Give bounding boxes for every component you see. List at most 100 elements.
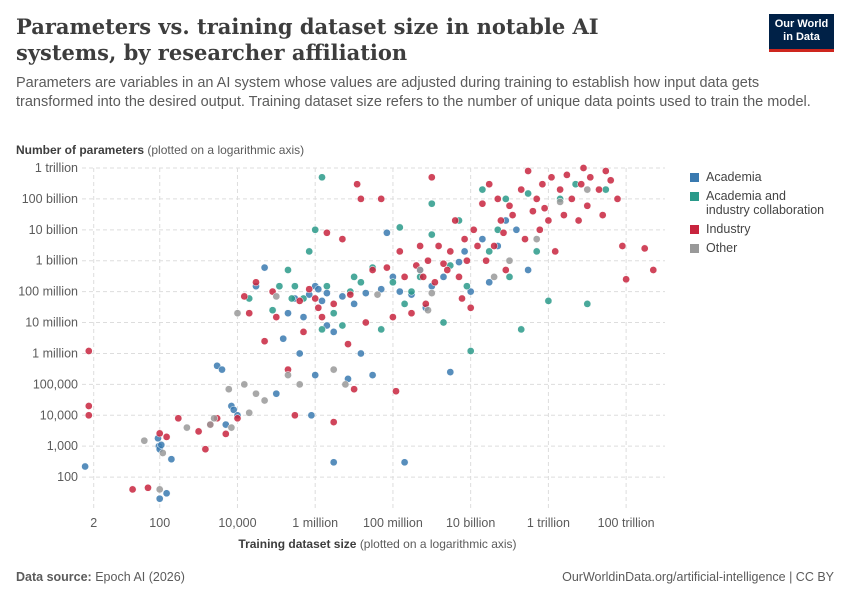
data-point-industry bbox=[389, 313, 397, 321]
data-point-industry bbox=[305, 285, 314, 294]
y-tick-label: 1 billion bbox=[36, 254, 78, 268]
logo-line-1: Our World bbox=[774, 18, 829, 30]
data-point-academia-and-industry-collaboration bbox=[439, 318, 448, 327]
source-url-link[interactable]: OurWorldinData.org/artificial-intelligen… bbox=[562, 570, 834, 584]
legend-label: Other bbox=[706, 241, 738, 255]
data-point-industry bbox=[613, 195, 622, 203]
data-point-academia bbox=[81, 462, 89, 471]
data-point-industry bbox=[649, 266, 658, 274]
y-tick-label: 100 billion bbox=[22, 192, 78, 206]
data-point-industry bbox=[416, 242, 424, 250]
data-point-academia-and-industry-collaboration bbox=[338, 321, 347, 330]
data-point-industry bbox=[640, 244, 649, 253]
x-tick-label: 1 million bbox=[292, 516, 338, 530]
owid-logo[interactable]: Our World in Data bbox=[769, 14, 834, 52]
data-point-academia-and-industry-collaboration bbox=[427, 199, 436, 208]
data-point-industry bbox=[577, 180, 586, 189]
data-point-other bbox=[210, 414, 218, 423]
data-point-other bbox=[424, 306, 432, 315]
x-axis-title-main: Training dataset size bbox=[238, 537, 357, 551]
legend-swatch bbox=[690, 192, 699, 201]
data-point-industry bbox=[84, 411, 93, 420]
data-point-other bbox=[227, 423, 236, 432]
data-point-industry bbox=[505, 201, 514, 210]
legend-item[interactable]: Industry bbox=[690, 222, 826, 236]
data-point-industry bbox=[272, 313, 281, 321]
legend-item[interactable]: Academia bbox=[690, 170, 826, 184]
data-point-other bbox=[240, 380, 249, 389]
data-point-industry bbox=[407, 309, 416, 318]
chart-title: Parameters vs. training dataset size in … bbox=[16, 14, 599, 65]
data-point-academia bbox=[329, 458, 338, 467]
data-point-other bbox=[140, 436, 149, 445]
data-point-academia-and-industry-collaboration bbox=[505, 273, 514, 281]
x-tick-label: 2 bbox=[90, 516, 97, 530]
data-point-industry bbox=[431, 278, 439, 287]
data-point-industry bbox=[443, 266, 452, 274]
data-point-academia-and-industry-collaboration bbox=[329, 309, 338, 318]
data-point-industry bbox=[314, 303, 323, 312]
data-point-academia bbox=[218, 365, 226, 374]
data-point-academia bbox=[357, 349, 365, 358]
data-point-other bbox=[295, 380, 304, 389]
data-point-industry bbox=[574, 216, 583, 225]
data-point-other bbox=[341, 380, 350, 389]
data-point-industry bbox=[344, 340, 352, 348]
data-point-industry bbox=[260, 337, 269, 346]
data-point-industry bbox=[395, 247, 404, 256]
data-point-industry bbox=[424, 256, 432, 265]
data-point-other bbox=[252, 389, 260, 398]
scatter-chart: 100 1,000 10,000 100,000 1 million 10 million… bbox=[18, 161, 665, 530]
data-point-industry bbox=[361, 318, 370, 327]
data-point-other bbox=[206, 420, 215, 429]
data-point-academia bbox=[512, 225, 521, 234]
data-point-other bbox=[155, 485, 164, 494]
data-point-industry bbox=[295, 297, 304, 305]
data-point-industry bbox=[174, 414, 183, 423]
data-point-other bbox=[272, 292, 281, 301]
data-point-other bbox=[427, 289, 436, 297]
legend-swatch bbox=[690, 225, 699, 234]
data-point-academia-and-industry-collaboration bbox=[485, 247, 494, 256]
data-point-industry bbox=[618, 242, 627, 250]
data-point-academia bbox=[338, 292, 347, 301]
data-point-industry bbox=[501, 266, 510, 274]
legend-item[interactable]: Academia and industry collaboration bbox=[690, 189, 826, 217]
legend-item[interactable]: Other bbox=[690, 241, 826, 255]
data-point-industry bbox=[598, 211, 607, 219]
data-point-industry bbox=[560, 211, 568, 219]
data-point-industry bbox=[538, 180, 547, 189]
x-axis-title-note: (plotted on a logarithmic axis) bbox=[359, 537, 517, 551]
data-point-academia bbox=[155, 494, 164, 503]
data-point-industry bbox=[84, 347, 93, 355]
y-tick-label: 1,000 bbox=[47, 439, 78, 453]
data-point-academia bbox=[361, 289, 370, 297]
data-point-industry bbox=[221, 430, 230, 438]
data-point-academia bbox=[400, 458, 409, 467]
data-point-academia-and-industry-collaboration bbox=[389, 278, 397, 287]
legend-swatch bbox=[690, 244, 699, 253]
data-point-academia-and-industry-collaboration bbox=[463, 282, 471, 291]
data-point-industry bbox=[478, 199, 487, 208]
x-tick-label: 100 trillion bbox=[598, 516, 655, 530]
data-point-industry bbox=[353, 180, 361, 189]
data-point-industry bbox=[338, 235, 347, 243]
data-point-academia bbox=[466, 287, 475, 296]
data-point-other bbox=[373, 290, 382, 299]
data-point-industry bbox=[144, 483, 152, 492]
data-point-academia-and-industry-collaboration bbox=[305, 247, 314, 256]
data-point-other bbox=[490, 273, 498, 281]
data-point-industry bbox=[482, 256, 490, 265]
data-point-industry bbox=[451, 216, 460, 225]
data-point-industry bbox=[383, 263, 391, 272]
legend-label: Academia bbox=[706, 170, 762, 184]
data-point-industry bbox=[493, 195, 502, 203]
data-point-other bbox=[556, 198, 564, 206]
data-point-industry bbox=[350, 385, 358, 394]
x-tick-label: 100 million bbox=[363, 516, 423, 530]
data-point-academia-and-industry-collaboration bbox=[524, 189, 532, 198]
y-tick-label: 10 million bbox=[25, 316, 78, 330]
data-point-industry bbox=[532, 195, 541, 203]
data-point-academia bbox=[167, 455, 176, 464]
data-point-industry bbox=[323, 228, 331, 237]
